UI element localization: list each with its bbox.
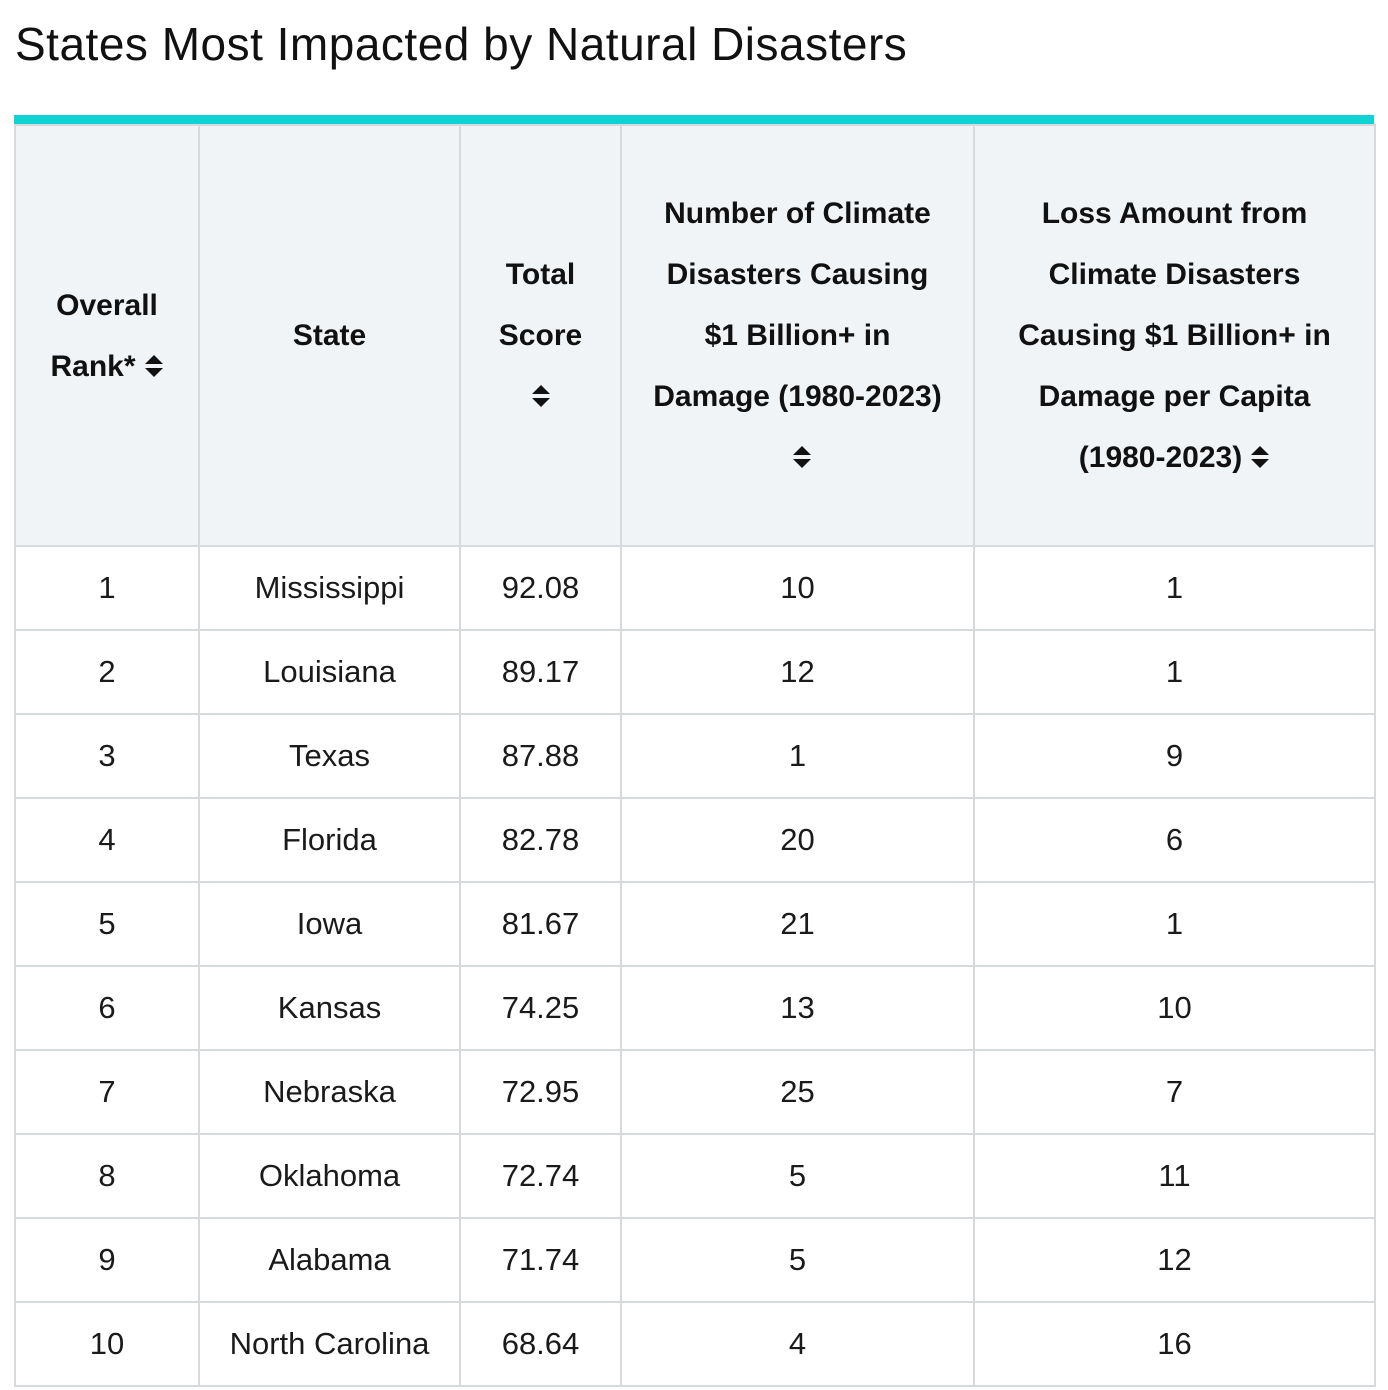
cell-overall-rank: 5 [14,881,200,967]
cell-overall-rank: 8 [14,1133,200,1219]
cell-overall-rank: 4 [14,797,200,883]
cell-number-of-disasters: 10 [620,545,975,631]
disaster-ranking-table: Overall Rank* State Total Score Number o… [14,124,1376,1387]
column-header-label: State [292,319,367,352]
column-header-label: Overall Rank* [50,288,158,383]
cell-number-of-disasters: 21 [620,881,975,967]
cell-number-of-disasters: 1 [620,713,975,799]
cell-loss-amount: 1 [973,545,1376,631]
table-row: 9 Alabama 71.74 5 12 [14,1217,1376,1303]
cell-loss-amount: 11 [973,1133,1376,1219]
cell-state: Alabama [198,1217,461,1303]
cell-total-score: 92.08 [459,545,622,631]
cell-total-score: 71.74 [459,1217,622,1303]
column-header-label: Total Score [498,258,583,352]
column-header-loss-amount-per-capita[interactable]: Loss Amount from Climate Disasters Causi… [973,124,1376,547]
cell-loss-amount: 6 [973,797,1376,883]
table-row: 1 Mississippi 92.08 10 1 [14,545,1376,631]
cell-number-of-disasters: 25 [620,1049,975,1135]
column-header-total-score[interactable]: Total Score [459,124,622,547]
cell-state: Texas [198,713,461,799]
cell-total-score: 74.25 [459,965,622,1051]
column-header-label: Number of Climate Disasters Causing $1 B… [653,197,942,413]
cell-overall-rank: 2 [14,629,200,715]
cell-state: Kansas [198,965,461,1051]
cell-state: Nebraska [198,1049,461,1135]
cell-number-of-disasters: 20 [620,797,975,883]
cell-number-of-disasters: 4 [620,1301,975,1387]
cell-loss-amount: 1 [973,881,1376,967]
cell-overall-rank: 10 [14,1301,200,1387]
cell-state: Oklahoma [198,1133,461,1219]
cell-total-score: 81.67 [459,881,622,967]
table-row: 8 Oklahoma 72.74 5 11 [14,1133,1376,1219]
cell-total-score: 82.78 [459,797,622,883]
sort-icon[interactable] [144,354,164,378]
column-header-number-of-disasters[interactable]: Number of Climate Disasters Causing $1 B… [620,124,975,547]
table-row: 7 Nebraska 72.95 25 7 [14,1049,1376,1135]
table-header-row: Overall Rank* State Total Score Number o… [14,124,1376,547]
cell-number-of-disasters: 5 [620,1133,975,1219]
sort-icon[interactable] [792,445,812,469]
table-row: 3 Texas 87.88 1 9 [14,713,1376,799]
data-table-container: Overall Rank* State Total Score Number o… [14,115,1376,1387]
cell-state: North Carolina [198,1301,461,1387]
cell-loss-amount: 7 [973,1049,1376,1135]
column-header-state: State [198,124,461,547]
page-title: States Most Impacted by Natural Disaster… [15,18,908,70]
cell-overall-rank: 1 [14,545,200,631]
table-accent-bar [14,115,1374,124]
cell-loss-amount: 1 [973,629,1376,715]
table-row: 2 Louisiana 89.17 12 1 [14,629,1376,715]
column-header-label: Loss Amount from Climate Disasters Causi… [1018,197,1331,474]
cell-overall-rank: 9 [14,1217,200,1303]
cell-total-score: 89.17 [459,629,622,715]
cell-overall-rank: 6 [14,965,200,1051]
cell-number-of-disasters: 5 [620,1217,975,1303]
cell-total-score: 68.64 [459,1301,622,1387]
cell-state: Louisiana [198,629,461,715]
table-row: 4 Florida 82.78 20 6 [14,797,1376,883]
table-body: 1 Mississippi 92.08 10 1 2 Louisiana 89.… [14,545,1376,1387]
cell-state: Mississippi [198,545,461,631]
cell-overall-rank: 3 [14,713,200,799]
table-row: 6 Kansas 74.25 13 10 [14,965,1376,1051]
cell-loss-amount: 9 [973,713,1376,799]
cell-state: Iowa [198,881,461,967]
column-header-overall-rank[interactable]: Overall Rank* [14,124,200,547]
cell-total-score: 87.88 [459,713,622,799]
sort-icon[interactable] [531,384,551,408]
table-row: 10 North Carolina 68.64 4 16 [14,1301,1376,1387]
cell-loss-amount: 12 [973,1217,1376,1303]
cell-number-of-disasters: 12 [620,629,975,715]
table-row: 5 Iowa 81.67 21 1 [14,881,1376,967]
cell-number-of-disasters: 13 [620,965,975,1051]
cell-loss-amount: 16 [973,1301,1376,1387]
sort-icon[interactable] [1250,445,1270,469]
cell-total-score: 72.74 [459,1133,622,1219]
cell-state: Florida [198,797,461,883]
cell-loss-amount: 10 [973,965,1376,1051]
cell-total-score: 72.95 [459,1049,622,1135]
cell-overall-rank: 7 [14,1049,200,1135]
